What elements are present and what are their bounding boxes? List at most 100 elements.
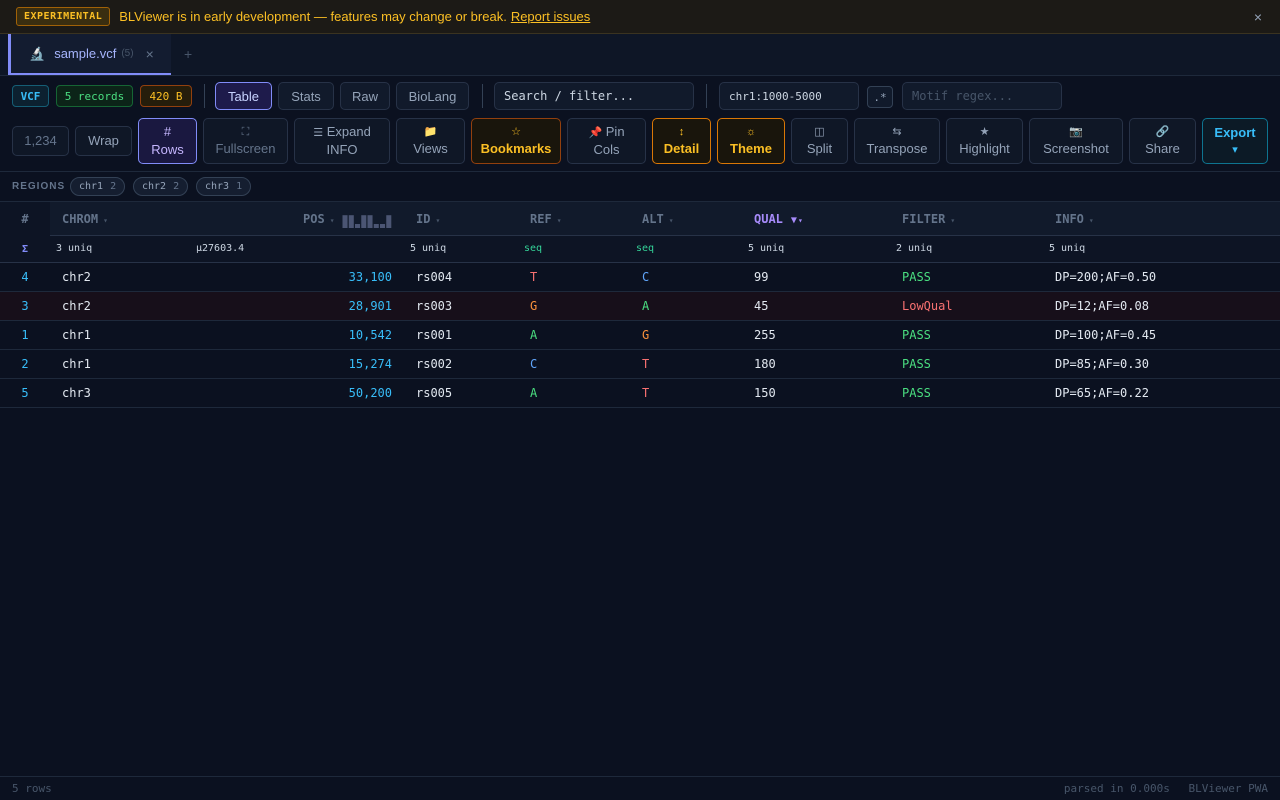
star-outline-icon: ☆ <box>511 126 521 138</box>
search-input[interactable]: Search / filter... <box>494 82 694 110</box>
file-tab[interactable]: 🔬 sample.vcf (5) × <box>8 34 171 75</box>
microscope-icon: 🔬 <box>29 45 46 61</box>
sigma-icon: Σ <box>21 243 29 255</box>
sort-arrow-icon: ▾ <box>668 216 674 225</box>
cell-chrom: chr3 <box>62 386 91 400</box>
cell-id: rs004 <box>416 270 453 284</box>
summary-pos: μ27603.4 <box>196 243 245 254</box>
region-chip-chr3[interactable]: chr3 1 <box>196 177 252 196</box>
column-header-pos[interactable]: POS ▾ <box>303 212 335 226</box>
cell-id: rs005 <box>416 386 453 400</box>
experimental-banner: EXPERIMENTAL BLViewer is in early develo… <box>0 0 1280 34</box>
share-button[interactable]: 🔗 Share <box>1129 118 1196 164</box>
divider <box>204 84 205 108</box>
region-chip-chr1[interactable]: chr1 2 <box>70 177 126 196</box>
table-row[interactable]: 1 chr1 10,542 rs001 A G 255 PASS DP=100;… <box>0 321 1280 350</box>
cell-qual: 150 <box>754 386 776 400</box>
sort-arrow-icon: ▾ <box>950 216 956 225</box>
regions-label: REGIONS <box>12 181 66 192</box>
cell-ref: A <box>530 328 538 342</box>
split-button[interactable]: ◫ Split <box>791 118 848 164</box>
views-label: Views <box>413 141 448 156</box>
column-header-ref[interactable]: REF ▾ <box>530 212 562 226</box>
cell-info: DP=65;AF=0.22 <box>1055 386 1149 400</box>
view-toolbar: VCF 5 records 420 B Table Stats Raw BioL… <box>0 82 1280 110</box>
export-label: Export <box>1214 125 1256 140</box>
detail-button[interactable]: ↕ Detail <box>652 118 711 164</box>
add-tab-button[interactable]: + <box>184 46 193 62</box>
theme-button[interactable]: ☼ Theme <box>717 118 785 164</box>
tab-biolang[interactable]: BioLang <box>396 82 469 110</box>
column-header-filter[interactable]: FILTER ▾ <box>902 212 956 226</box>
row-number: 3 <box>21 299 29 313</box>
cell-qual: 99 <box>754 270 769 284</box>
cell-id: rs003 <box>416 299 453 313</box>
fullscreen-button[interactable]: ⛶ Fullscreen <box>203 118 288 164</box>
camera-icon: 📷 <box>1069 126 1083 138</box>
sort-arrow-icon: ▾ <box>435 216 441 225</box>
highlight-label: Highlight <box>959 141 1010 156</box>
number-format-label: 1,234 <box>24 133 57 148</box>
bookmarks-button[interactable]: ☆ Bookmarks <box>471 118 561 164</box>
banner-text: BLViewer is in early development — featu… <box>119 9 507 24</box>
column-header-qual[interactable]: QUAL ▼▾ <box>754 212 803 226</box>
regex-toggle-button[interactable]: .* <box>867 86 893 108</box>
motif-input[interactable]: Motif regex... <box>902 82 1062 110</box>
table-row[interactable]: 3 chr2 28,901 rs003 G A 45 LowQual DP=12… <box>0 292 1280 321</box>
tab-close-icon[interactable]: × <box>145 45 154 62</box>
pos-histogram-bar <box>342 215 348 228</box>
tab-raw[interactable]: Raw <box>340 82 390 110</box>
cell-filter: LowQual <box>902 299 953 313</box>
highlight-button[interactable]: ★ Highlight <box>946 118 1023 164</box>
column-header-chrom[interactable]: CHROM ▾ <box>62 212 108 226</box>
region-chip-name: chr1 <box>79 181 104 192</box>
views-button[interactable]: 📁 Views <box>396 118 465 164</box>
summary-filter: 2 uniq <box>896 243 933 254</box>
close-icon[interactable]: × <box>1253 9 1262 25</box>
regions-bar: REGIONS chr1 2 chr2 2 chr3 1 <box>0 171 1280 201</box>
column-header-id[interactable]: ID ▾ <box>416 212 441 226</box>
status-bar: 5 rows parsed in 0.000s BLViewer PWA <box>0 776 1280 800</box>
cell-id: rs002 <box>416 357 453 371</box>
wrap-button[interactable]: Wrap <box>75 126 132 156</box>
region-chip-chr2[interactable]: chr2 2 <box>133 177 189 196</box>
link-icon: 🔗 <box>1155 126 1170 138</box>
cell-filter: PASS <box>902 357 931 371</box>
summary-alt: seq <box>636 243 655 254</box>
pin-icon: 📌 <box>588 127 603 139</box>
export-button[interactable]: Export ▾ <box>1202 118 1268 164</box>
cols-label: Cols <box>593 142 620 157</box>
transpose-button[interactable]: ⇆ Transpose <box>854 118 940 164</box>
cell-filter: PASS <box>902 386 931 400</box>
tab-stats[interactable]: Stats <box>278 82 334 110</box>
table-row[interactable]: 2 chr1 15,274 rs002 C T 180 PASS DP=85;A… <box>0 350 1280 379</box>
column-header-info[interactable]: INFO ▾ <box>1055 212 1094 226</box>
row-number-header: # <box>0 202 50 236</box>
cell-qual: 45 <box>754 299 769 313</box>
expand-info-button[interactable]: ☰ Expand INFO <box>294 118 390 164</box>
sort-arrow-icon: ▾ <box>797 216 803 225</box>
cell-pos: 50,200 <box>348 386 392 400</box>
pos-histogram-bar <box>367 215 373 228</box>
region-input[interactable]: chr1:1000-5000 <box>719 82 859 110</box>
number-format-button[interactable]: 1,234 <box>12 126 69 156</box>
cell-qual: 180 <box>754 357 776 371</box>
table-row[interactable]: 4 chr2 33,100 rs004 T C 99 PASS DP=200;A… <box>0 263 1280 292</box>
table-row[interactable]: 5 chr3 50,200 rs005 A T 150 PASS DP=65;A… <box>0 379 1280 408</box>
pos-histogram-bar <box>373 224 379 228</box>
cell-chrom: chr2 <box>62 299 91 313</box>
theme-label: Theme <box>730 141 772 156</box>
transpose-icon: ⇆ <box>892 126 902 138</box>
tab-table[interactable]: Table <box>215 82 272 110</box>
report-issues-link[interactable]: Report issues <box>510 9 591 24</box>
pin-cols-button[interactable]: 📌 Pin Cols <box>567 118 646 164</box>
rows-button[interactable]: # Rows <box>138 118 197 164</box>
cell-id: rs001 <box>416 328 453 342</box>
summary-qual: 5 uniq <box>748 243 785 254</box>
screenshot-button[interactable]: 📷 Screenshot <box>1029 118 1123 164</box>
column-header-alt[interactable]: ALT ▾ <box>642 212 674 226</box>
experimental-badge: EXPERIMENTAL <box>16 7 111 26</box>
share-label: Share <box>1145 141 1180 156</box>
cell-alt: A <box>642 299 650 313</box>
cell-chrom: chr2 <box>62 270 91 284</box>
